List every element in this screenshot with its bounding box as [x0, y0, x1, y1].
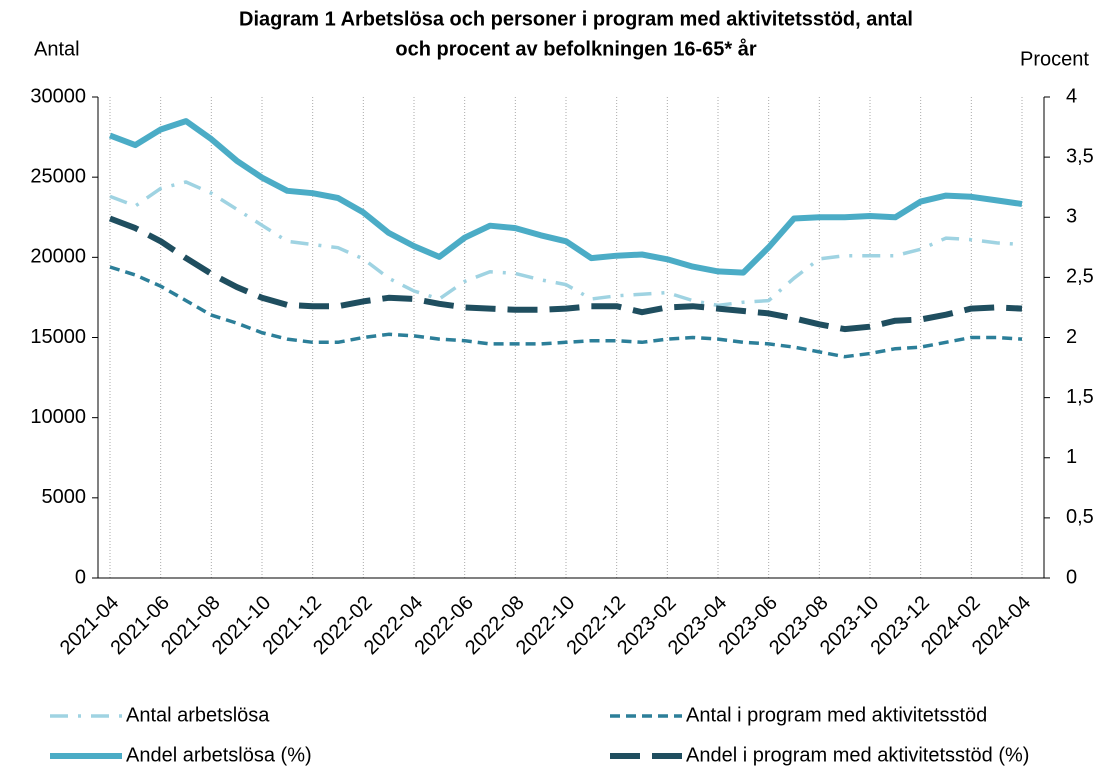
y2-tick-label: 3 — [1066, 206, 1077, 228]
series-line — [109, 180, 1023, 308]
legend-label: Andel i program med aktivitetsstöd (%) — [686, 744, 1029, 766]
y2-tick-label: 2,5 — [1066, 266, 1094, 288]
legend-label: Andel arbetslösa (%) — [126, 744, 312, 766]
y2-tick-label: 1 — [1066, 446, 1077, 468]
y-axis-label: Antal — [34, 38, 80, 60]
y2-tick-label: 1,5 — [1066, 386, 1094, 408]
chart-title: Diagram 1 Arbetslösa och personer i prog… — [239, 8, 913, 30]
y2-tick-label: 0,5 — [1066, 506, 1094, 528]
y2-tick-label: 4 — [1066, 85, 1077, 107]
y-tick-label: 0 — [75, 566, 86, 588]
y-tick-label: 10000 — [30, 406, 86, 428]
y2-tick-label: 3,5 — [1066, 145, 1094, 167]
y-tick-label: 15000 — [30, 326, 86, 348]
y2-tick-label: 2 — [1066, 326, 1077, 348]
y2-axis-label: Procent — [1020, 48, 1089, 70]
legend-label: Antal arbetslösa — [126, 704, 270, 726]
series-line — [109, 265, 1023, 359]
y-tick-label: 25000 — [30, 165, 86, 187]
y-tick-label: 20000 — [30, 246, 86, 268]
y-tick-label: 5000 — [42, 486, 87, 508]
y2-tick-label: 0 — [1066, 566, 1077, 588]
chart-title: och procent av befolkningen 16-65* år — [395, 37, 756, 60]
y-tick-label: 30000 — [30, 85, 86, 107]
series-line — [108, 215, 1023, 333]
series-line — [108, 118, 1023, 276]
legend-label: Antal i program med aktivitetsstöd — [686, 704, 987, 726]
